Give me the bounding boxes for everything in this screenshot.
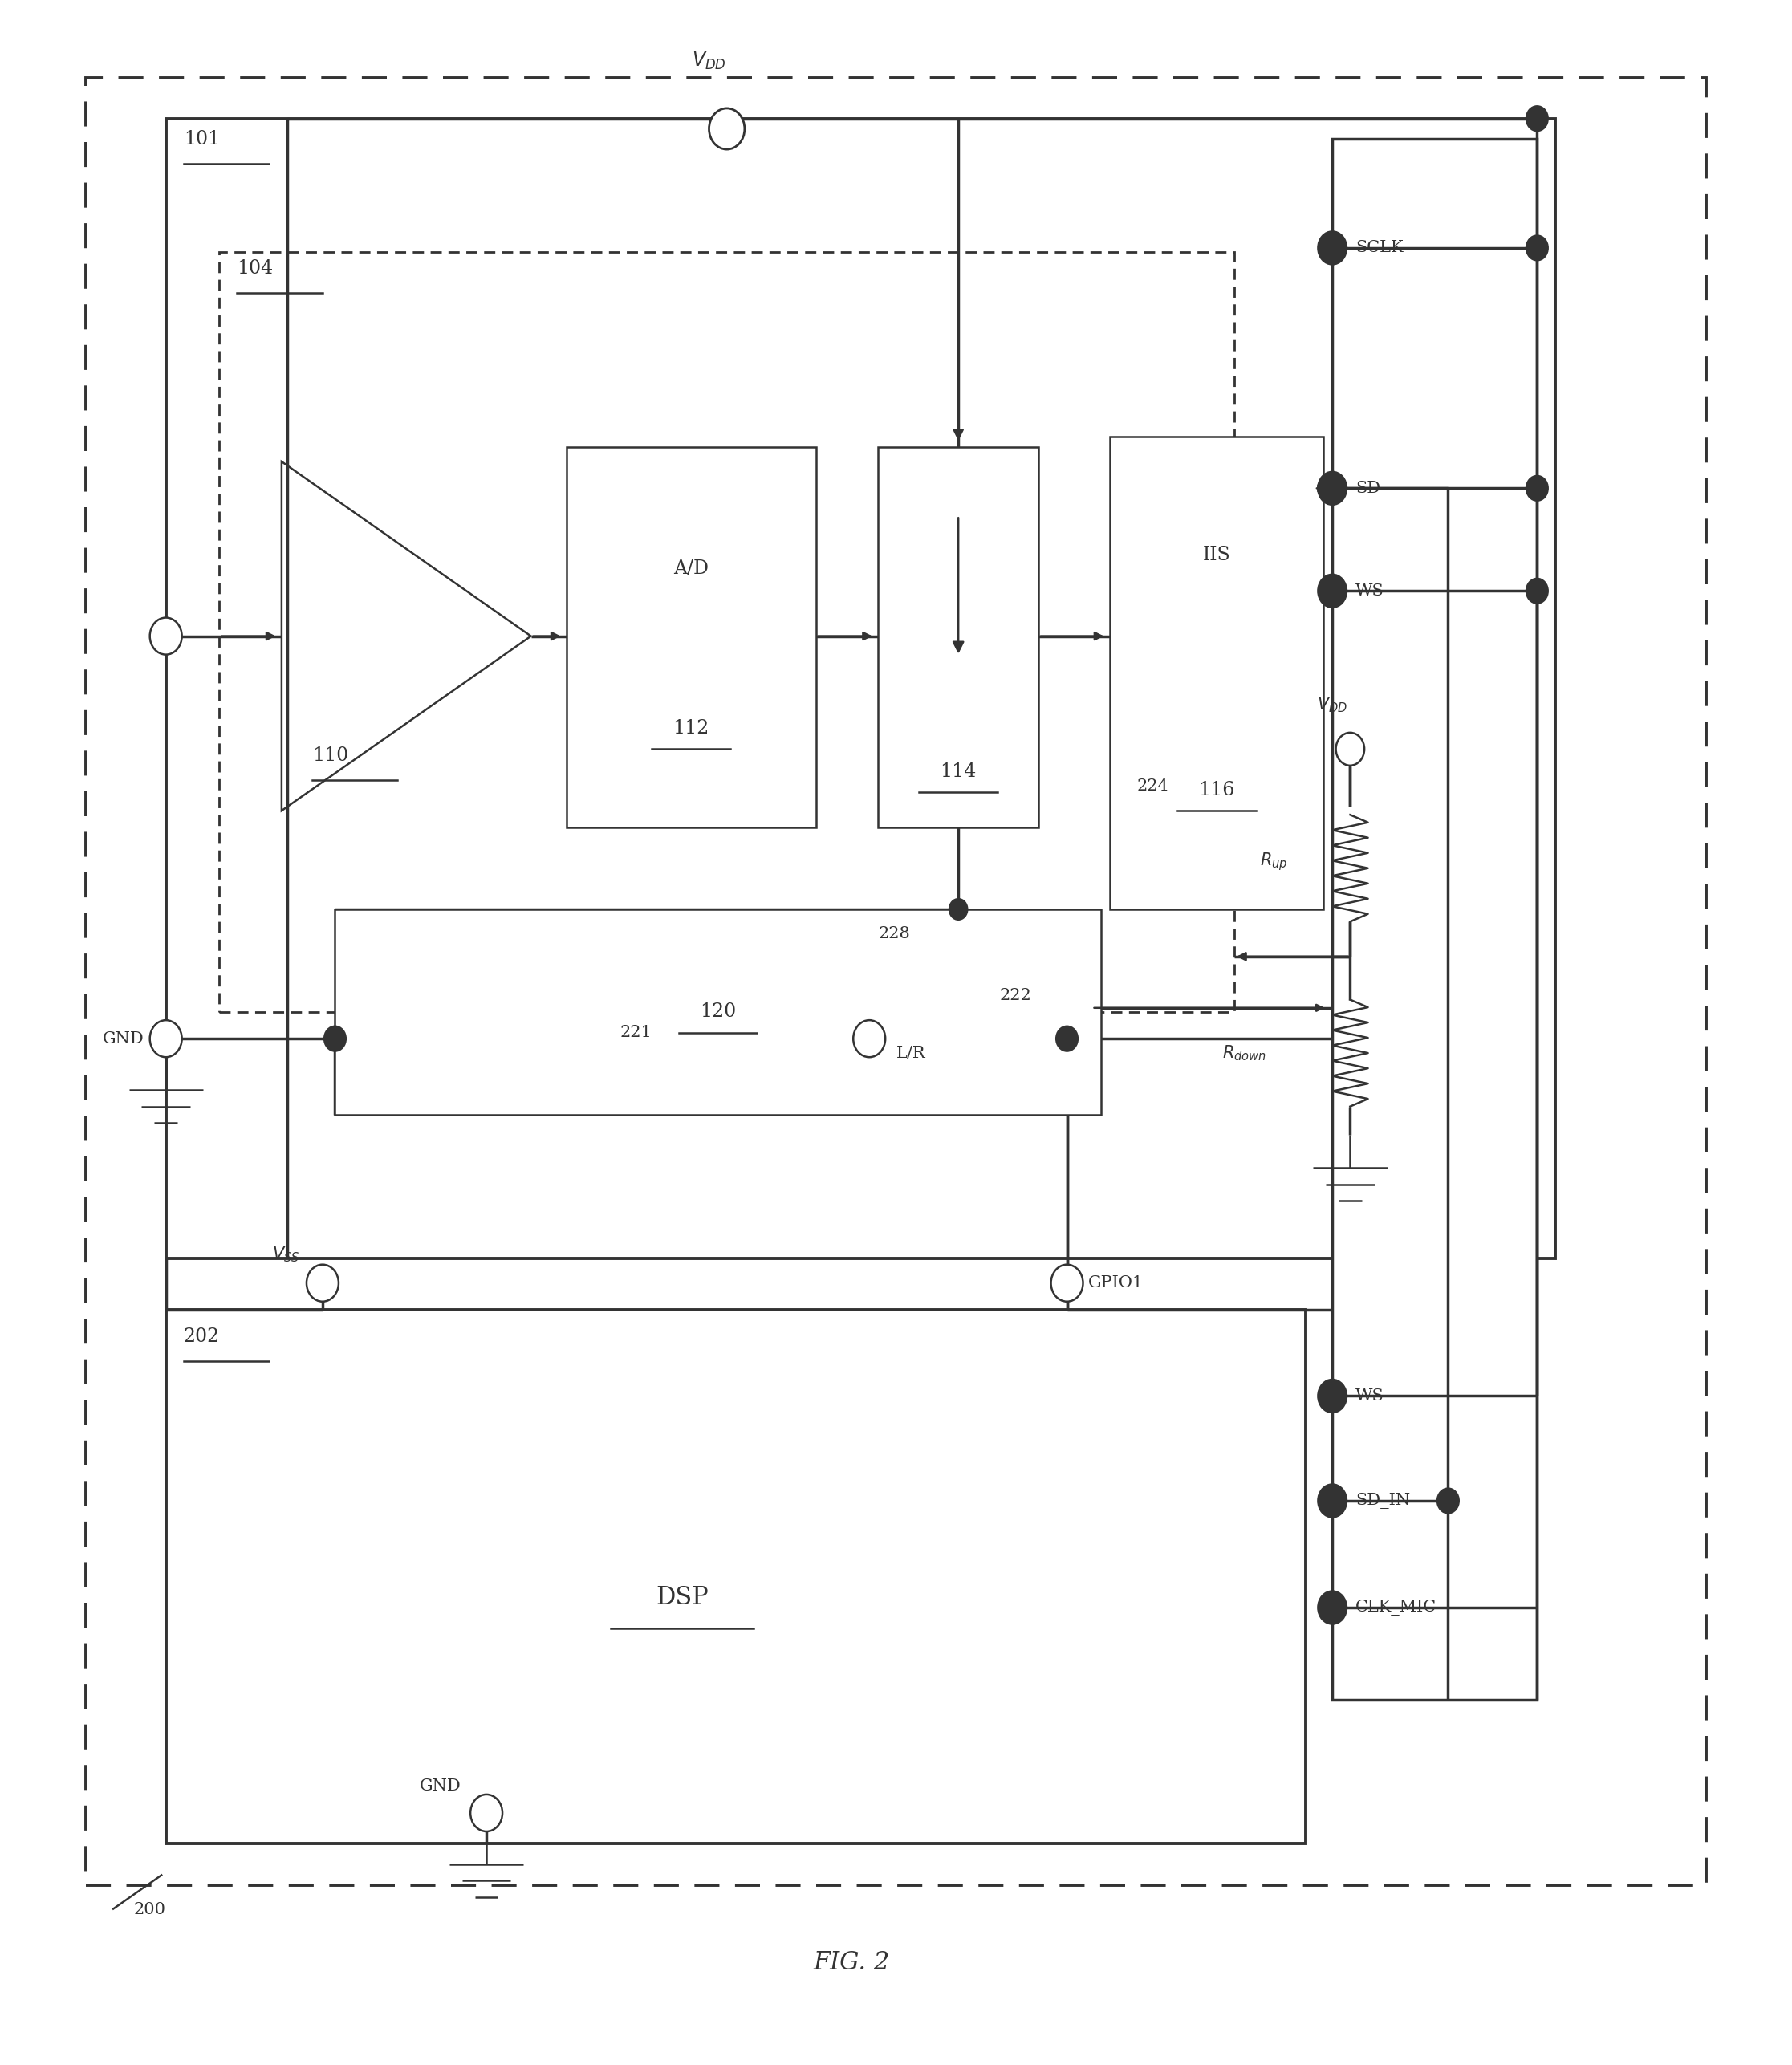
Bar [878, 448, 1039, 828]
Text: GPIO1: GPIO1 [1088, 1276, 1143, 1291]
Text: 224: 224 [1136, 779, 1168, 793]
Circle shape [1335, 733, 1364, 766]
Text: $V_{SS}$: $V_{SS}$ [272, 1245, 299, 1264]
Circle shape [1319, 1485, 1346, 1518]
Text: 114: 114 [941, 762, 977, 781]
Bar [335, 909, 1100, 1115]
Text: $R_{down}$: $R_{down}$ [1222, 1043, 1267, 1063]
Text: SD: SD [1355, 481, 1380, 496]
Bar [1331, 138, 1538, 1699]
Circle shape [1050, 1264, 1082, 1301]
Circle shape [1319, 574, 1346, 607]
Circle shape [470, 1794, 502, 1832]
Text: 200: 200 [134, 1902, 167, 1916]
Bar [566, 448, 815, 828]
Circle shape [1055, 1026, 1077, 1051]
Bar [86, 78, 1706, 1885]
Text: 221: 221 [620, 1024, 652, 1041]
Text: A/D: A/D [674, 560, 710, 578]
Text: L/R: L/R [896, 1045, 925, 1061]
Circle shape [950, 898, 968, 919]
Circle shape [1319, 1379, 1346, 1412]
Bar [219, 252, 1235, 1012]
Circle shape [1527, 235, 1548, 260]
Text: SCLK: SCLK [1355, 240, 1403, 256]
Text: 202: 202 [183, 1328, 220, 1346]
Text: 120: 120 [699, 1004, 737, 1022]
Circle shape [1437, 1489, 1459, 1514]
Text: 104: 104 [237, 260, 274, 277]
Circle shape [151, 617, 181, 655]
Text: SD_IN: SD_IN [1355, 1493, 1410, 1510]
Text: 112: 112 [674, 719, 710, 737]
Text: 116: 116 [1199, 781, 1235, 799]
Bar [1109, 438, 1324, 909]
Circle shape [324, 1026, 346, 1051]
Circle shape [1319, 1592, 1346, 1623]
Circle shape [1527, 578, 1548, 603]
Text: $R_{up}$: $R_{up}$ [1260, 851, 1288, 873]
Text: DSP: DSP [656, 1584, 708, 1611]
Circle shape [1527, 105, 1548, 130]
Circle shape [151, 1020, 181, 1057]
Text: GND: GND [102, 1030, 145, 1047]
Circle shape [853, 1020, 885, 1057]
Text: GND: GND [419, 1778, 462, 1794]
Circle shape [710, 107, 745, 149]
Bar [167, 118, 1555, 1258]
Text: FIG. 2: FIG. 2 [814, 1951, 889, 1976]
Circle shape [1319, 231, 1346, 264]
Text: $V_{DD}$: $V_{DD}$ [1317, 696, 1348, 714]
Text: 110: 110 [312, 745, 348, 764]
Text: 222: 222 [1000, 987, 1030, 1004]
Text: $V_{DD}$: $V_{DD}$ [692, 50, 726, 72]
Bar [167, 1309, 1306, 1844]
Circle shape [1527, 475, 1548, 500]
Text: WS: WS [1355, 1388, 1383, 1404]
Text: 228: 228 [878, 927, 910, 942]
Circle shape [1319, 471, 1346, 504]
Text: IIS: IIS [1202, 545, 1231, 564]
Text: 101: 101 [183, 130, 220, 149]
Text: CLK_MIC: CLK_MIC [1355, 1600, 1437, 1615]
Circle shape [306, 1264, 339, 1301]
Text: WS: WS [1355, 582, 1383, 599]
